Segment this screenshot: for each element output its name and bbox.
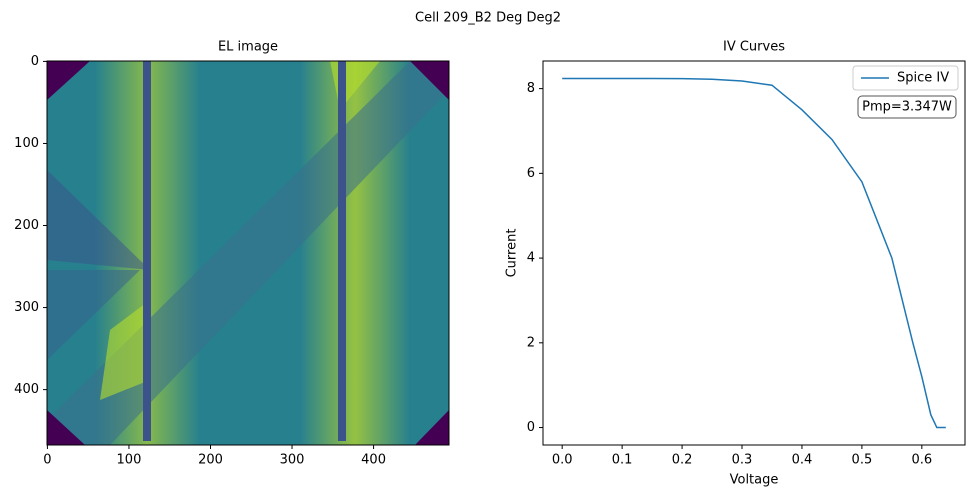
el-image bbox=[47, 61, 449, 445]
x-tick-label: 0.4 bbox=[792, 453, 813, 468]
x-tick-label: 0.5 bbox=[852, 453, 873, 468]
x-tick-label: 0.6 bbox=[911, 453, 932, 468]
y-tick-label: 100 bbox=[14, 136, 39, 151]
y-tick-label: 300 bbox=[14, 300, 39, 315]
x-tick-label: 400 bbox=[361, 453, 386, 468]
axes-title: EL image bbox=[218, 40, 278, 55]
x-tick-label: 100 bbox=[117, 453, 142, 468]
y-tick-label: 200 bbox=[14, 218, 39, 233]
y-tick-label: 4 bbox=[527, 251, 535, 266]
x-axis-label: Voltage bbox=[730, 473, 779, 488]
x-tick-label: 0 bbox=[43, 453, 51, 468]
x-tick-label: 300 bbox=[280, 453, 305, 468]
x-tick-label: 0.1 bbox=[612, 453, 633, 468]
annotation-box bbox=[857, 95, 957, 119]
y-tick-label: 8 bbox=[527, 81, 535, 96]
x-tick-label: 200 bbox=[198, 453, 223, 468]
x-tick-label: 0.2 bbox=[672, 453, 693, 468]
annotation: Pmp=3.347W bbox=[862, 100, 952, 115]
x-tick-label: 0.0 bbox=[552, 453, 573, 468]
legend-box bbox=[852, 65, 959, 91]
y-tick-label: 6 bbox=[527, 166, 535, 181]
line-series bbox=[562, 77, 946, 429]
y-axis-label: Current bbox=[505, 229, 520, 278]
y-tick-label: 0 bbox=[31, 54, 39, 69]
y-tick-label: 0 bbox=[527, 420, 535, 435]
legend-label: Spice IV bbox=[897, 71, 949, 86]
y-tick-label: 400 bbox=[14, 382, 39, 397]
y-tick-label: 2 bbox=[527, 335, 535, 350]
axes-frame bbox=[542, 60, 966, 446]
axes-frame bbox=[46, 60, 450, 446]
figure-title: Cell 209_B2 Deg Deg2 bbox=[415, 11, 561, 26]
x-tick-label: 0.3 bbox=[732, 453, 753, 468]
axes-title: IV Curves bbox=[723, 40, 785, 55]
